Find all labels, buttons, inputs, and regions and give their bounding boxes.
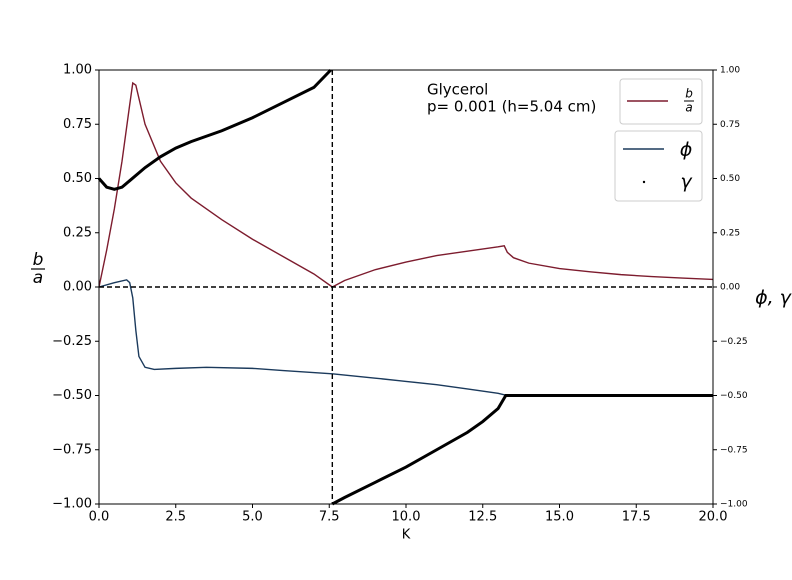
y2-tick-label: 1.00 [720, 66, 740, 76]
x-tick-label: 2.5 [165, 510, 186, 525]
y2-tick-label: 0.50 [720, 174, 740, 184]
x-tick-label: 5.0 [242, 510, 263, 525]
y-axis-label: a [33, 268, 43, 288]
annotation: p= 0.001 (h=5.04 cm) [427, 98, 596, 116]
y-tick-label: −0.25 [52, 334, 92, 349]
x-tick-label: 17.5 [622, 510, 651, 525]
y-axis-label: b [33, 250, 44, 270]
series-line [98, 279, 713, 397]
x-tick-label: 10.0 [392, 510, 421, 525]
x-axis-label: K [402, 528, 411, 543]
y-tick-label: 1.00 [63, 63, 92, 78]
y2-tick-label: 0.75 [720, 120, 740, 130]
y2-tick-label: 0.00 [720, 283, 740, 293]
y2-tick-label: −1.00 [720, 500, 748, 510]
y-tick-label: 0.75 [63, 117, 92, 132]
x-tick-label: 20.0 [699, 510, 728, 525]
y-tick-label: −1.00 [52, 497, 92, 512]
series-line [97, 68, 713, 506]
legend-label: ϕ [680, 139, 693, 161]
legend-label: γ [680, 171, 693, 193]
y2-tick-label: 0.25 [720, 228, 740, 238]
y-tick-label: 0.50 [63, 171, 92, 186]
y2-axis-label: ϕ, γ [755, 287, 792, 309]
y-tick-label: 0.00 [63, 280, 92, 295]
x-tick-label: 0.0 [89, 510, 110, 525]
y-tick-label: −0.50 [52, 388, 92, 403]
legend-label: a [685, 101, 692, 115]
x-tick-label: 7.5 [319, 510, 340, 525]
x-tick-label: 12.5 [468, 510, 497, 525]
y-tick-label: 0.25 [63, 225, 92, 240]
y2-tick-label: −0.25 [720, 337, 748, 347]
y2-tick-label: −0.50 [720, 391, 748, 401]
y2-tick-label: −0.75 [720, 445, 748, 455]
x-tick-label: 15.0 [545, 510, 574, 525]
y-tick-label: −0.75 [52, 442, 92, 457]
annotation: Glycerol [427, 81, 488, 99]
legend: ba ϕγ [614, 78, 703, 202]
legend-label: b [685, 87, 693, 101]
legend-swatch [642, 180, 646, 184]
series-line [98, 81, 714, 288]
plot-frame [98, 69, 714, 505]
